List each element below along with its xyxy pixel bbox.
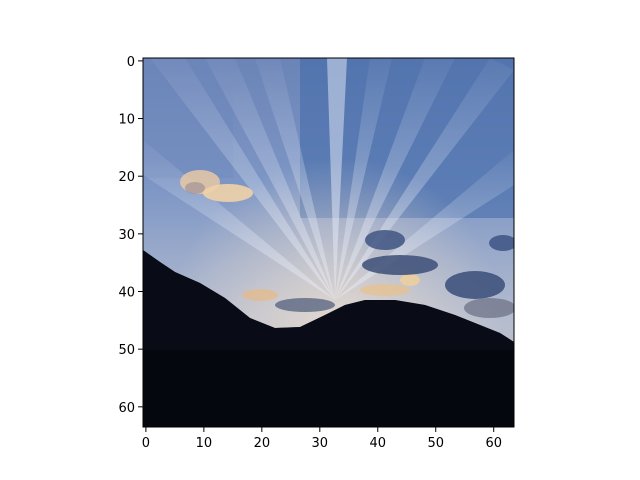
y-tick-label: 0 — [127, 55, 135, 70]
dark-clouds — [275, 230, 514, 318]
warm-clouds — [180, 170, 420, 301]
image-panel — [143, 58, 514, 427]
y-tick-label: 10 — [118, 113, 135, 128]
x-tick-label: 40 — [370, 436, 387, 451]
y-tick-label: 20 — [118, 170, 135, 185]
x-axis: 0 10 20 30 40 50 60 — [142, 427, 502, 451]
x-tick-label: 0 — [142, 436, 150, 451]
x-tick-label: 60 — [485, 436, 502, 451]
x-tick-label: 10 — [196, 436, 213, 451]
x-tick-label: 50 — [427, 436, 444, 451]
hill-shadow — [143, 250, 514, 350]
y-tick-label: 60 — [118, 401, 135, 416]
axes-frame — [142, 57, 515, 428]
x-tick-label: 30 — [312, 436, 329, 451]
x-tick-label: 20 — [254, 436, 271, 451]
sun-rays — [143, 58, 514, 300]
y-axis: 0 10 20 30 40 50 60 — [118, 55, 143, 416]
y-tick-label: 30 — [118, 228, 135, 243]
y-tick-label: 40 — [118, 286, 135, 301]
y-tick-label: 50 — [118, 343, 135, 358]
